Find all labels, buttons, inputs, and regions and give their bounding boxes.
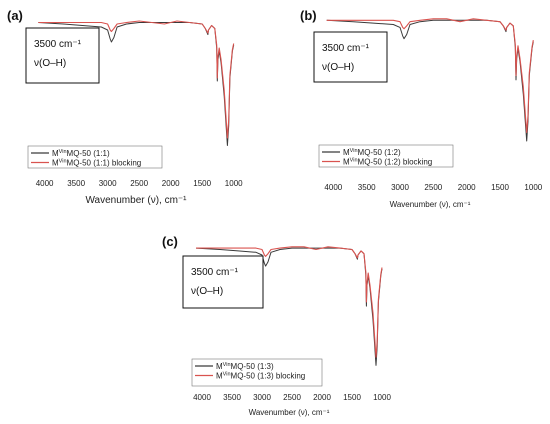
annotation-box (25, 27, 100, 84)
x-axis-title: Wavenumber (ν), cm⁻¹ (249, 408, 330, 417)
series-line-blocking (38, 20, 235, 139)
legend-label: MVinMQ-50 (1:1) (52, 149, 110, 158)
x-tick-label: 1000 (373, 393, 391, 402)
x-tick-label: 2000 (162, 179, 180, 188)
annotation-wavenumber: 3500 cm⁻¹ (322, 43, 370, 54)
x-tick-label: 2000 (313, 393, 331, 402)
legend-label: MVinMQ-50 (1:2) (343, 148, 401, 157)
annotation-box (313, 31, 388, 83)
panel-b: (b) 4000 3500 3000 2500 2000 1500 1000 Wavenumbe… (300, 8, 543, 209)
x-tick-label: 3500 (223, 393, 241, 402)
annotation-wavenumber: 3500 cm⁻¹ (191, 267, 239, 278)
legend-label: MVinMQ-50 (1:2) blocking (343, 158, 432, 167)
x-tick-label: 3000 (253, 393, 271, 402)
annotation-box (182, 255, 264, 309)
annotation-assignment: ν(O–H) (322, 62, 354, 73)
panel-label: (b) (300, 8, 317, 23)
x-axis-title: Wavenumber (ν), cm⁻¹ (390, 200, 471, 209)
panel-label: (a) (7, 8, 23, 23)
x-tick-label: 2000 (458, 183, 476, 192)
x-tick-label: 4000 (324, 183, 342, 192)
panel-a: (a) 4000 3500 3000 2500 2000 1500 1000 Wavenumbe… (7, 8, 243, 206)
x-tick-label: 3500 (358, 183, 376, 192)
legend-label: MVinMQ-50 (1:3) (216, 362, 274, 371)
x-tick-label: 1000 (524, 183, 542, 192)
legend-box (318, 144, 454, 168)
x-axis-title: Wavenumber (ν), cm⁻¹ (85, 195, 187, 206)
x-tick-label: 2500 (424, 183, 442, 192)
x-tick-label: 2500 (283, 393, 301, 402)
annotation-wavenumber: 3500 cm⁻¹ (34, 39, 82, 50)
annotation-assignment: ν(O–H) (191, 286, 223, 297)
legend-box (191, 358, 323, 387)
legend-box (27, 145, 163, 169)
legend-label: MVinMQ-50 (1:1) blocking (52, 159, 141, 168)
x-tick-label: 1000 (225, 179, 243, 188)
x-tick-label: 4000 (193, 393, 211, 402)
panel-label: (c) (162, 234, 178, 249)
series-line-blocking (196, 246, 383, 358)
legend-label: MVinMQ-50 (1:3) blocking (216, 372, 305, 381)
x-tick-label: 4000 (36, 179, 54, 188)
x-tick-label: 1500 (193, 179, 211, 188)
x-tick-label: 3000 (391, 183, 409, 192)
x-tick-label: 2500 (130, 179, 148, 188)
series-line-blocking (326, 18, 534, 133)
x-tick-label: 3000 (99, 179, 117, 188)
x-tick-label: 1500 (491, 183, 509, 192)
x-tick-label: 1500 (343, 393, 361, 402)
annotation-assignment: ν(O–H) (34, 58, 66, 69)
panel-c: (c) 4000 3500 3000 2500 2000 1500 1000 Wavenumbe… (162, 234, 391, 417)
x-tick-label: 3500 (67, 179, 85, 188)
